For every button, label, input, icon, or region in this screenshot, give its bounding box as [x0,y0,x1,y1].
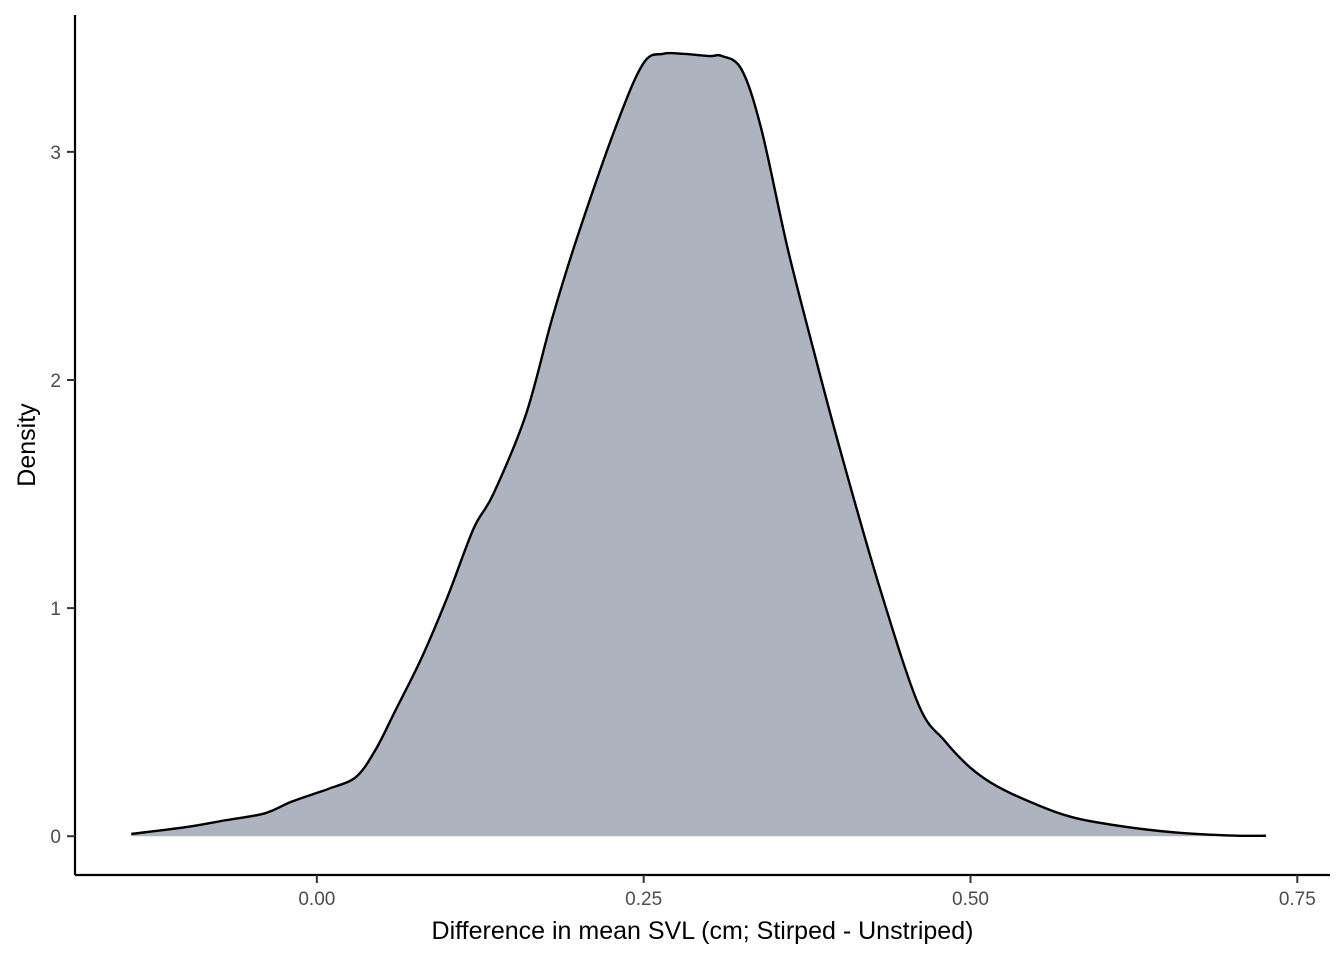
x-tick-label: 0.50 [952,889,989,910]
x-axis: 0.00 0.25 0.50 0.75 [75,873,1330,910]
y-tick-label: 2 [50,371,61,392]
density-line-0 [131,51,1266,838]
x-tick-label: 0.25 [625,889,662,910]
y-tick-label: 3 [50,143,61,164]
y-axis-title: Density [13,403,41,487]
x-tick-label: 0.75 [1279,889,1316,910]
y-axis: 0 1 2 3 [50,15,77,875]
y-tick-label: 1 [50,599,61,620]
density-area-0 [131,53,1266,837]
plot-area [131,51,1266,838]
x-tick-label: 0.00 [298,889,335,910]
x-axis-title: Difference in mean SVL (cm; Stirped - Un… [432,917,974,945]
y-tick-label: 0 [50,827,61,848]
